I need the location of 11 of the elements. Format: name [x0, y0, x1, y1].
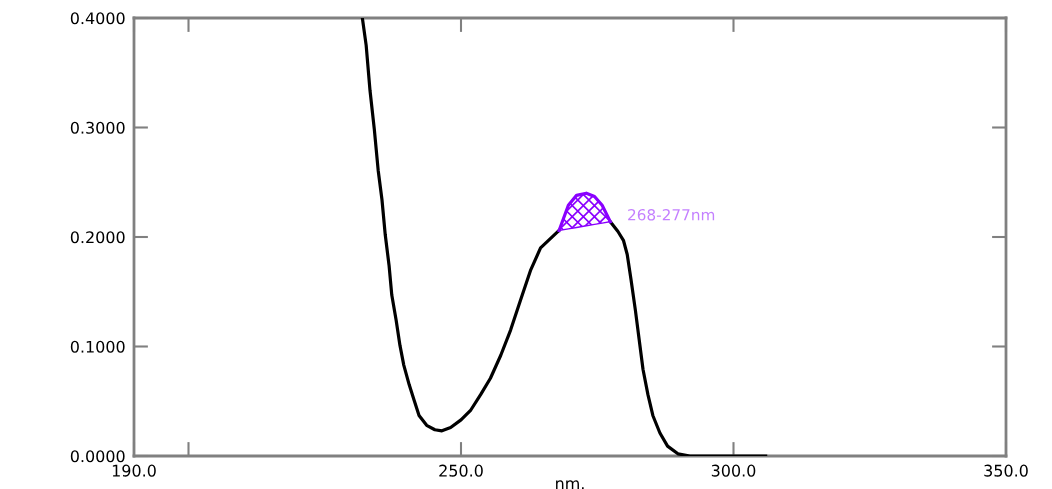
y-tick-label: 0.1000 — [70, 340, 125, 353]
x-tick-label: 250.0 — [439, 464, 483, 477]
x-tick-label: 190.0 — [112, 464, 156, 477]
x-tick-label: 300.0 — [711, 464, 756, 477]
y-tick-label: 0.0000 — [70, 450, 125, 463]
x-tick-label: 350.0 — [984, 464, 1028, 477]
y-tick-label: 0.4000 — [70, 12, 125, 25]
x-axis-title: nm. — [556, 480, 584, 489]
annotation: 268-277nm — [628, 208, 715, 221]
y-tick-label: 0.2000 — [70, 231, 125, 244]
y-tick-label: 0.3000 — [70, 121, 125, 134]
